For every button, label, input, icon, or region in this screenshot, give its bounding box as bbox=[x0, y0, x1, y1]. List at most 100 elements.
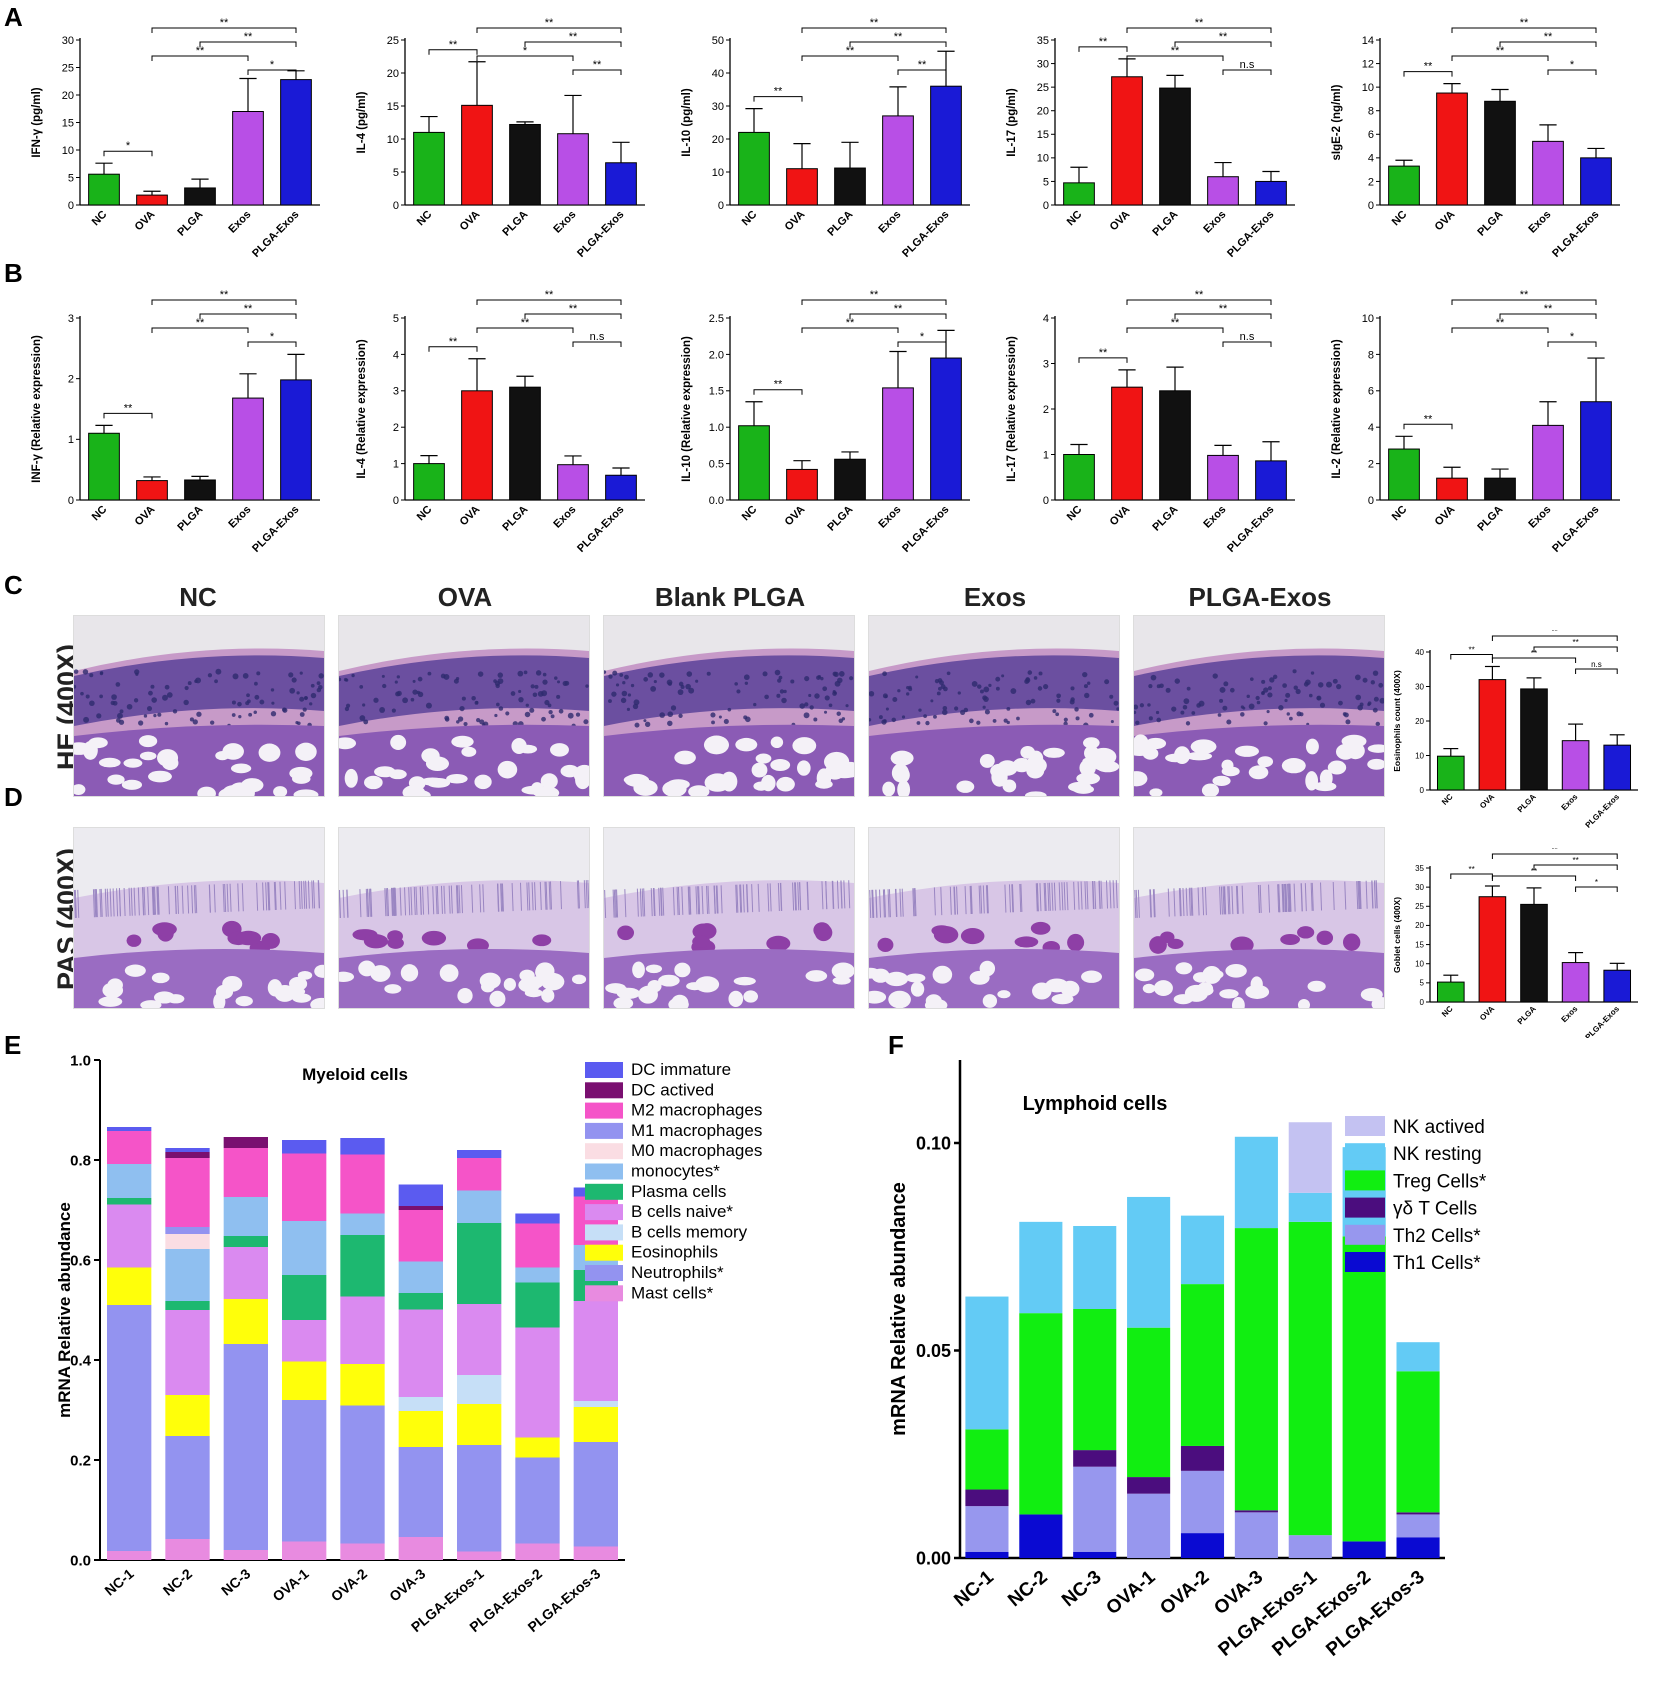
significance-bracket bbox=[1575, 668, 1618, 674]
cilia-line bbox=[256, 882, 259, 911]
nucleus bbox=[1113, 700, 1119, 706]
cilia-line bbox=[613, 889, 616, 918]
y-tick-label: 0.0 bbox=[709, 495, 724, 507]
cilia-line bbox=[143, 887, 146, 916]
x-tick-label: NC bbox=[90, 208, 110, 228]
y-tick-label: 20 bbox=[387, 68, 399, 80]
segment-treg-cells bbox=[965, 1429, 1009, 1490]
nucleus bbox=[1261, 691, 1265, 696]
cilia-line bbox=[895, 888, 898, 917]
lacuna bbox=[1360, 987, 1383, 1002]
cilia-line bbox=[74, 889, 77, 918]
nucleus bbox=[706, 671, 711, 676]
x-tick-label: PLGA bbox=[825, 209, 855, 239]
cilia-line bbox=[1310, 882, 1313, 911]
significance-label: n.s bbox=[590, 331, 605, 343]
x-tick-label: NC-2 bbox=[1004, 1567, 1051, 1612]
x-tick-label: Exos bbox=[226, 504, 253, 531]
cilia-line bbox=[1220, 886, 1223, 915]
nucleus bbox=[562, 680, 568, 686]
nucleus bbox=[1345, 719, 1351, 725]
lacuna bbox=[344, 768, 358, 788]
nucleus bbox=[762, 671, 768, 677]
nucleus bbox=[1027, 670, 1033, 675]
cilia-line bbox=[367, 888, 370, 917]
significance-label: ** bbox=[894, 31, 903, 43]
x-tick-label: Exos bbox=[551, 209, 578, 236]
bar-plga-exos bbox=[930, 357, 962, 501]
nucleus bbox=[1087, 681, 1091, 685]
significance-bracket bbox=[151, 299, 297, 305]
nucleus bbox=[1186, 686, 1191, 691]
nucleus bbox=[1198, 700, 1205, 707]
x-tick-label: OVA bbox=[133, 209, 158, 234]
nucleus bbox=[1006, 720, 1010, 725]
nucleus bbox=[838, 671, 845, 677]
nucleus bbox=[1357, 704, 1363, 711]
significance-label: * bbox=[523, 45, 528, 57]
cilia-line bbox=[1035, 883, 1038, 912]
lacuna bbox=[519, 969, 535, 982]
legend-swatch-m1-macrophages bbox=[585, 1122, 623, 1139]
cilia-line bbox=[720, 885, 723, 914]
cilia-line bbox=[153, 886, 156, 915]
cilia-line bbox=[1020, 883, 1023, 912]
nucleus bbox=[1303, 681, 1309, 687]
cilia-line bbox=[432, 886, 435, 915]
cilia-line bbox=[751, 884, 754, 913]
significance-bracket bbox=[1450, 653, 1493, 660]
nucleus bbox=[979, 689, 984, 694]
goblet-cell bbox=[152, 922, 177, 937]
nucleus bbox=[808, 693, 812, 698]
nucleus bbox=[363, 719, 369, 725]
lacuna bbox=[420, 777, 445, 786]
cilia-line bbox=[137, 887, 140, 916]
y-tick-label: 15 bbox=[1037, 129, 1049, 141]
cilia-line bbox=[268, 882, 271, 911]
cilia-line bbox=[1173, 888, 1176, 917]
segment-dc-immature bbox=[515, 1213, 560, 1224]
legend-swatch-nk-resting bbox=[1345, 1143, 1385, 1164]
cartilage-layer bbox=[74, 949, 324, 1008]
cilia-line bbox=[1202, 887, 1205, 916]
lacuna bbox=[289, 766, 313, 780]
nucleus bbox=[901, 715, 906, 719]
nucleus bbox=[1263, 721, 1268, 726]
cilia-line bbox=[237, 883, 240, 912]
significance-label: ** bbox=[545, 18, 554, 29]
nucleus bbox=[1248, 703, 1255, 710]
x-tick-label: OVA bbox=[783, 504, 808, 529]
nucleus bbox=[296, 691, 300, 695]
lacuna bbox=[735, 737, 758, 752]
segment-th2-cells bbox=[1127, 1493, 1171, 1558]
nucleus bbox=[1289, 716, 1293, 721]
bar-plga-exos bbox=[1255, 460, 1287, 501]
cilia-line bbox=[1043, 882, 1046, 912]
significance-bracket bbox=[1533, 646, 1618, 652]
nucleus bbox=[1134, 704, 1139, 710]
nucleus bbox=[1083, 684, 1088, 689]
cilia-line bbox=[986, 885, 989, 914]
nucleus bbox=[667, 711, 674, 718]
cilia-line bbox=[393, 887, 396, 916]
nucleus bbox=[678, 713, 683, 718]
nucleus bbox=[1338, 700, 1343, 706]
lacuna bbox=[222, 975, 243, 992]
cilia-line bbox=[436, 886, 439, 915]
significance-bracket bbox=[199, 41, 297, 47]
significance-bracket bbox=[1575, 886, 1618, 892]
y-tick-label: 5 bbox=[1043, 176, 1049, 188]
goblet-cell bbox=[363, 934, 389, 949]
nucleus bbox=[845, 704, 849, 708]
goblet-cell bbox=[1167, 938, 1184, 950]
cilia-line bbox=[279, 881, 282, 910]
bar-exos bbox=[232, 397, 264, 501]
significance-label: ** bbox=[449, 336, 458, 348]
nucleus bbox=[1084, 692, 1090, 699]
y-tick-label: 10 bbox=[1415, 751, 1424, 760]
lacuna bbox=[910, 981, 925, 997]
goblet-cell bbox=[1030, 921, 1051, 935]
lacuna bbox=[222, 785, 245, 796]
cilia-line bbox=[390, 887, 393, 916]
cilia-line bbox=[1063, 882, 1066, 911]
